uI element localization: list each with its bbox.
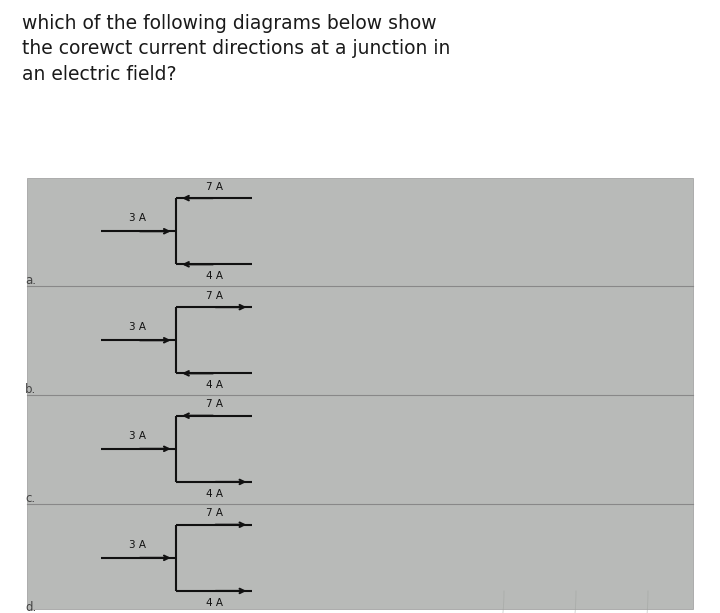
Text: 3 A: 3 A [129, 322, 145, 332]
Text: b.: b. [25, 383, 37, 397]
Text: a.: a. [25, 275, 36, 287]
Text: 4 A: 4 A [206, 489, 222, 498]
Text: 7 A: 7 A [206, 508, 222, 518]
Text: 4 A: 4 A [206, 598, 222, 607]
Text: 3 A: 3 A [129, 213, 145, 223]
Text: 7 A: 7 A [206, 399, 222, 409]
Text: d.: d. [25, 601, 37, 613]
FancyBboxPatch shape [27, 178, 693, 609]
Text: 4 A: 4 A [206, 380, 222, 390]
Text: c.: c. [25, 492, 35, 505]
Text: 3 A: 3 A [129, 540, 145, 550]
Text: 7 A: 7 A [206, 181, 222, 191]
Text: which of the following diagrams below show
the corewct current directions at a j: which of the following diagrams below sh… [22, 13, 450, 84]
Text: 7 A: 7 A [206, 291, 222, 300]
Text: 3 A: 3 A [129, 431, 145, 441]
Text: 4 A: 4 A [206, 271, 222, 281]
